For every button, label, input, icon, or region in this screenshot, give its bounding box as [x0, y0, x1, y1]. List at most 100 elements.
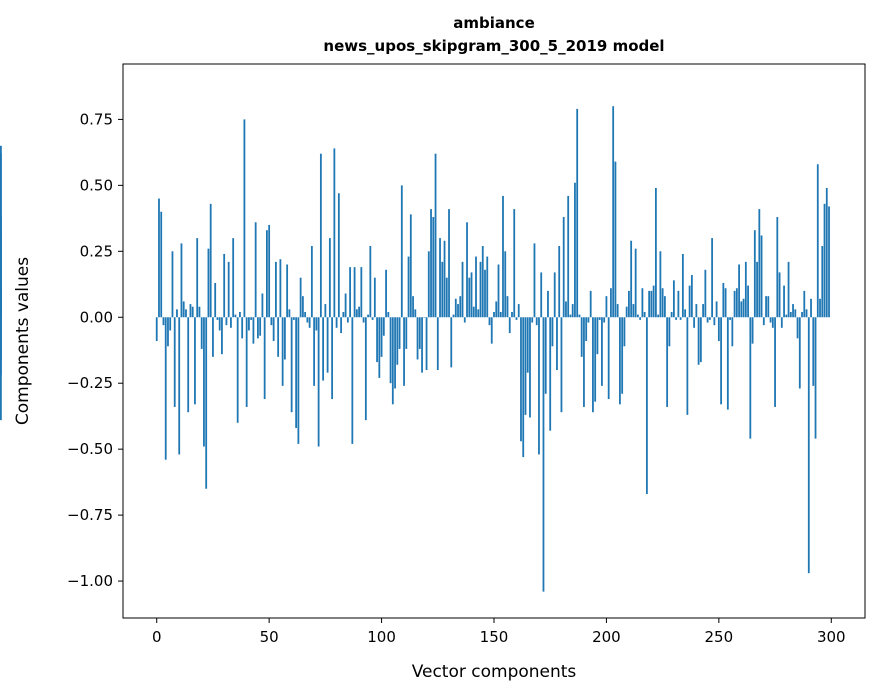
bar — [378, 317, 381, 378]
bar — [681, 253, 684, 318]
bar — [203, 317, 205, 447]
bar — [355, 309, 358, 318]
bar — [740, 301, 743, 318]
bar — [657, 314, 660, 318]
bar — [513, 209, 516, 318]
bar — [538, 317, 540, 455]
bar — [484, 269, 486, 318]
bar — [272, 317, 275, 341]
bar — [735, 288, 738, 318]
bar — [524, 317, 527, 415]
bar — [236, 317, 239, 423]
bar — [400, 185, 403, 318]
bar — [412, 296, 414, 318]
bar — [515, 317, 518, 320]
bar — [569, 314, 572, 318]
bar — [209, 203, 212, 318]
bar — [436, 317, 439, 371]
bar — [212, 317, 214, 357]
bars-group — [0, 106, 830, 592]
bar — [753, 230, 756, 318]
bar — [535, 317, 538, 326]
y-tick-label: 0.00 — [80, 308, 113, 326]
bar — [243, 119, 246, 318]
bar — [616, 304, 619, 318]
bar — [749, 317, 752, 439]
bar — [223, 253, 226, 318]
bar — [803, 290, 806, 318]
bar — [495, 301, 498, 318]
bar — [387, 311, 390, 318]
bar — [344, 293, 347, 318]
bar — [266, 230, 268, 318]
bar — [396, 317, 399, 365]
bar — [308, 317, 311, 328]
bar — [578, 314, 581, 318]
bar — [547, 290, 549, 318]
bar — [448, 209, 450, 318]
bar — [605, 296, 608, 318]
bar — [704, 269, 707, 318]
bar — [812, 317, 815, 386]
bar — [281, 317, 284, 386]
bar — [502, 195, 504, 318]
bar — [315, 317, 318, 331]
bar — [623, 317, 626, 347]
bar — [245, 317, 248, 407]
bar — [279, 259, 282, 318]
bar — [814, 317, 817, 439]
bar — [394, 317, 396, 389]
bar — [603, 317, 606, 323]
bar — [650, 290, 653, 318]
bar — [542, 317, 545, 592]
bar — [580, 317, 583, 357]
bar — [333, 148, 336, 318]
bar — [717, 317, 720, 341]
bar — [450, 317, 453, 368]
bar — [295, 317, 298, 429]
bar — [227, 261, 230, 318]
bar — [178, 317, 181, 455]
bar — [430, 209, 432, 318]
bar — [299, 277, 302, 318]
bar — [414, 309, 417, 318]
y-tick-label: 0.75 — [80, 110, 113, 128]
bar — [558, 246, 561, 318]
bar — [634, 248, 637, 318]
bar — [553, 272, 556, 318]
bar — [598, 317, 601, 320]
bar — [612, 106, 615, 318]
bar — [583, 317, 585, 407]
bar — [648, 290, 651, 318]
bar — [610, 288, 612, 318]
bar — [508, 317, 511, 334]
bar — [684, 309, 687, 318]
bar — [371, 317, 374, 320]
bar — [261, 293, 264, 318]
bar — [301, 296, 304, 318]
bar — [628, 290, 630, 318]
bar — [239, 311, 241, 318]
bar — [695, 304, 698, 318]
bar — [358, 306, 360, 318]
bar — [346, 317, 349, 323]
bar — [592, 317, 594, 413]
bar — [720, 317, 722, 405]
bar — [706, 317, 709, 323]
x-tick-label: 100 — [367, 628, 396, 646]
bar — [488, 317, 491, 326]
bar — [769, 317, 772, 323]
bar — [180, 243, 183, 318]
bar — [632, 304, 635, 318]
bar — [369, 246, 372, 318]
bar — [472, 306, 475, 318]
bar — [486, 256, 489, 318]
bar — [479, 261, 482, 318]
bar — [601, 317, 603, 386]
bar — [789, 311, 792, 318]
bar — [778, 272, 781, 318]
bar — [574, 182, 576, 318]
bar — [819, 298, 821, 318]
bar — [672, 280, 675, 318]
bar — [589, 290, 592, 318]
